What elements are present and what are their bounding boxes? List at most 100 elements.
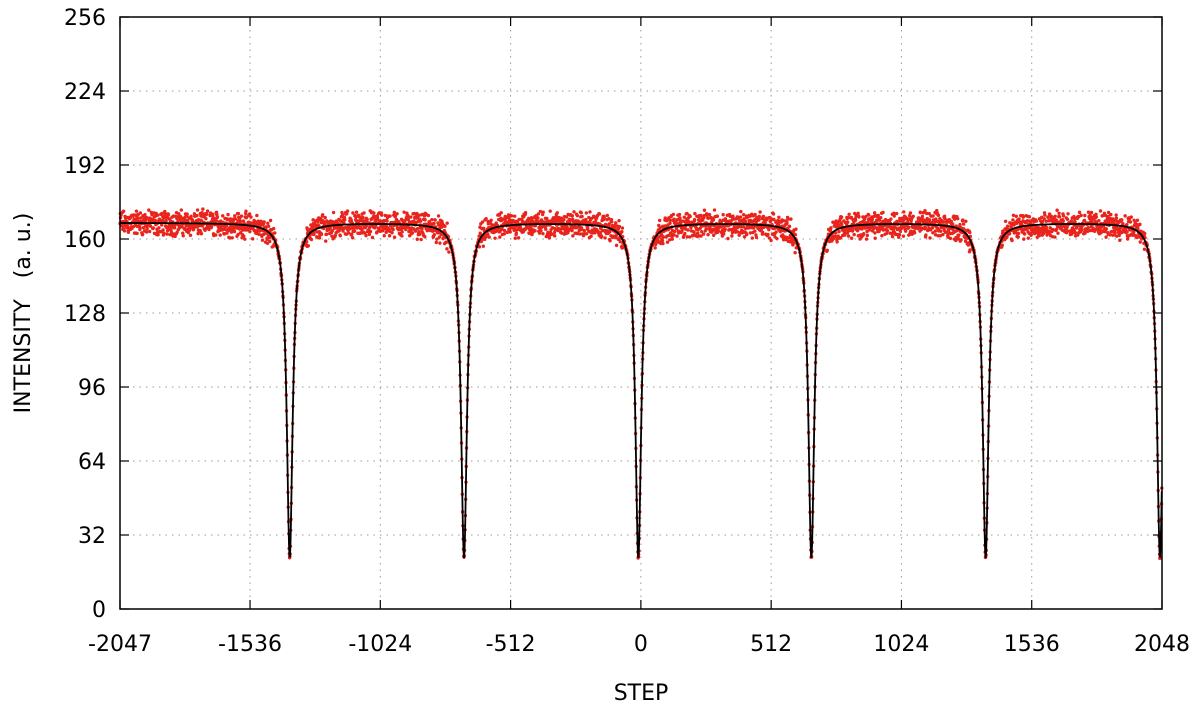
data-point [1125, 230, 1129, 234]
y-tick-label: 0 [92, 598, 106, 623]
data-point [775, 236, 779, 241]
data-point [1051, 228, 1056, 232]
data-point [787, 224, 792, 229]
data-point [1065, 217, 1070, 221]
data-point [153, 218, 157, 223]
data-point [370, 235, 375, 240]
data-point [310, 225, 315, 229]
data-point [380, 213, 384, 217]
data-point [268, 239, 272, 244]
data-point [961, 218, 965, 222]
data-point [1120, 218, 1124, 222]
data-point [255, 229, 259, 233]
data-point [671, 212, 676, 217]
data-point [330, 228, 335, 233]
data-point [1108, 233, 1112, 237]
data-point [735, 230, 740, 234]
data-point [1086, 226, 1090, 230]
data-point [430, 217, 434, 222]
data-point [672, 233, 676, 237]
data-point [1011, 213, 1016, 218]
data-point [738, 215, 743, 219]
data-point [719, 220, 723, 224]
data-point [716, 229, 721, 233]
data-point [513, 236, 517, 240]
data-point [139, 216, 143, 220]
data-point [260, 238, 265, 242]
data-point [757, 214, 761, 219]
data-point [179, 208, 183, 212]
data-point [362, 211, 366, 215]
data-point [580, 227, 584, 232]
data-point [598, 231, 603, 235]
data-point [1053, 214, 1057, 218]
data-point [1073, 231, 1078, 235]
data-point [835, 240, 839, 244]
data-point [870, 217, 875, 222]
data-point [122, 229, 127, 233]
data-point [247, 212, 252, 216]
data-point [439, 232, 443, 237]
data-point [584, 211, 589, 215]
data-point [239, 214, 244, 218]
data-point [550, 232, 554, 236]
data-point [874, 218, 879, 223]
data-point [324, 239, 328, 243]
data-point [1129, 215, 1133, 219]
data-point [761, 214, 766, 219]
data-point [781, 238, 786, 242]
data-point [1061, 214, 1066, 218]
data-point [544, 227, 548, 231]
data-point [610, 223, 615, 228]
data-point [1057, 215, 1062, 219]
data-point [1089, 210, 1094, 215]
data-point [941, 220, 946, 224]
data-point [794, 227, 798, 231]
data-point [617, 224, 622, 229]
y-tick-label: 224 [64, 80, 106, 105]
data-point [417, 213, 421, 217]
data-point [385, 219, 389, 223]
data-point [162, 231, 166, 235]
data-point [670, 237, 674, 241]
data-point [200, 211, 204, 215]
data-point [517, 217, 521, 222]
data-point [1040, 219, 1045, 224]
data-point [242, 234, 246, 238]
data-point [434, 240, 438, 245]
data-point [840, 223, 844, 228]
data-point [759, 228, 763, 232]
data-point [699, 229, 704, 234]
data-point [614, 243, 619, 248]
data-point [1042, 217, 1046, 221]
data-point [582, 229, 587, 233]
data-point [433, 218, 437, 222]
data-point [1097, 219, 1101, 223]
data-point [852, 232, 856, 237]
data-point [785, 221, 789, 225]
x-tick-label: 0 [634, 632, 648, 657]
data-point [653, 246, 657, 250]
data-point [943, 230, 948, 234]
data-point [555, 211, 559, 215]
data-point [1038, 230, 1043, 235]
data-points [118, 207, 1164, 561]
data-point [350, 232, 354, 236]
data-point [423, 235, 427, 239]
data-point [707, 212, 712, 217]
data-point [500, 227, 504, 232]
data-point [701, 232, 706, 236]
data-point [236, 211, 241, 216]
data-point [273, 231, 277, 235]
data-point [855, 228, 860, 233]
data-point [165, 232, 169, 236]
data-point [688, 214, 692, 219]
data-point [772, 217, 776, 222]
data-point [144, 230, 149, 234]
data-point [438, 241, 442, 245]
y-tick-label: 96 [78, 376, 106, 401]
data-point [839, 215, 844, 219]
data-point [580, 214, 584, 219]
data-point [204, 216, 208, 221]
data-point [577, 232, 582, 236]
